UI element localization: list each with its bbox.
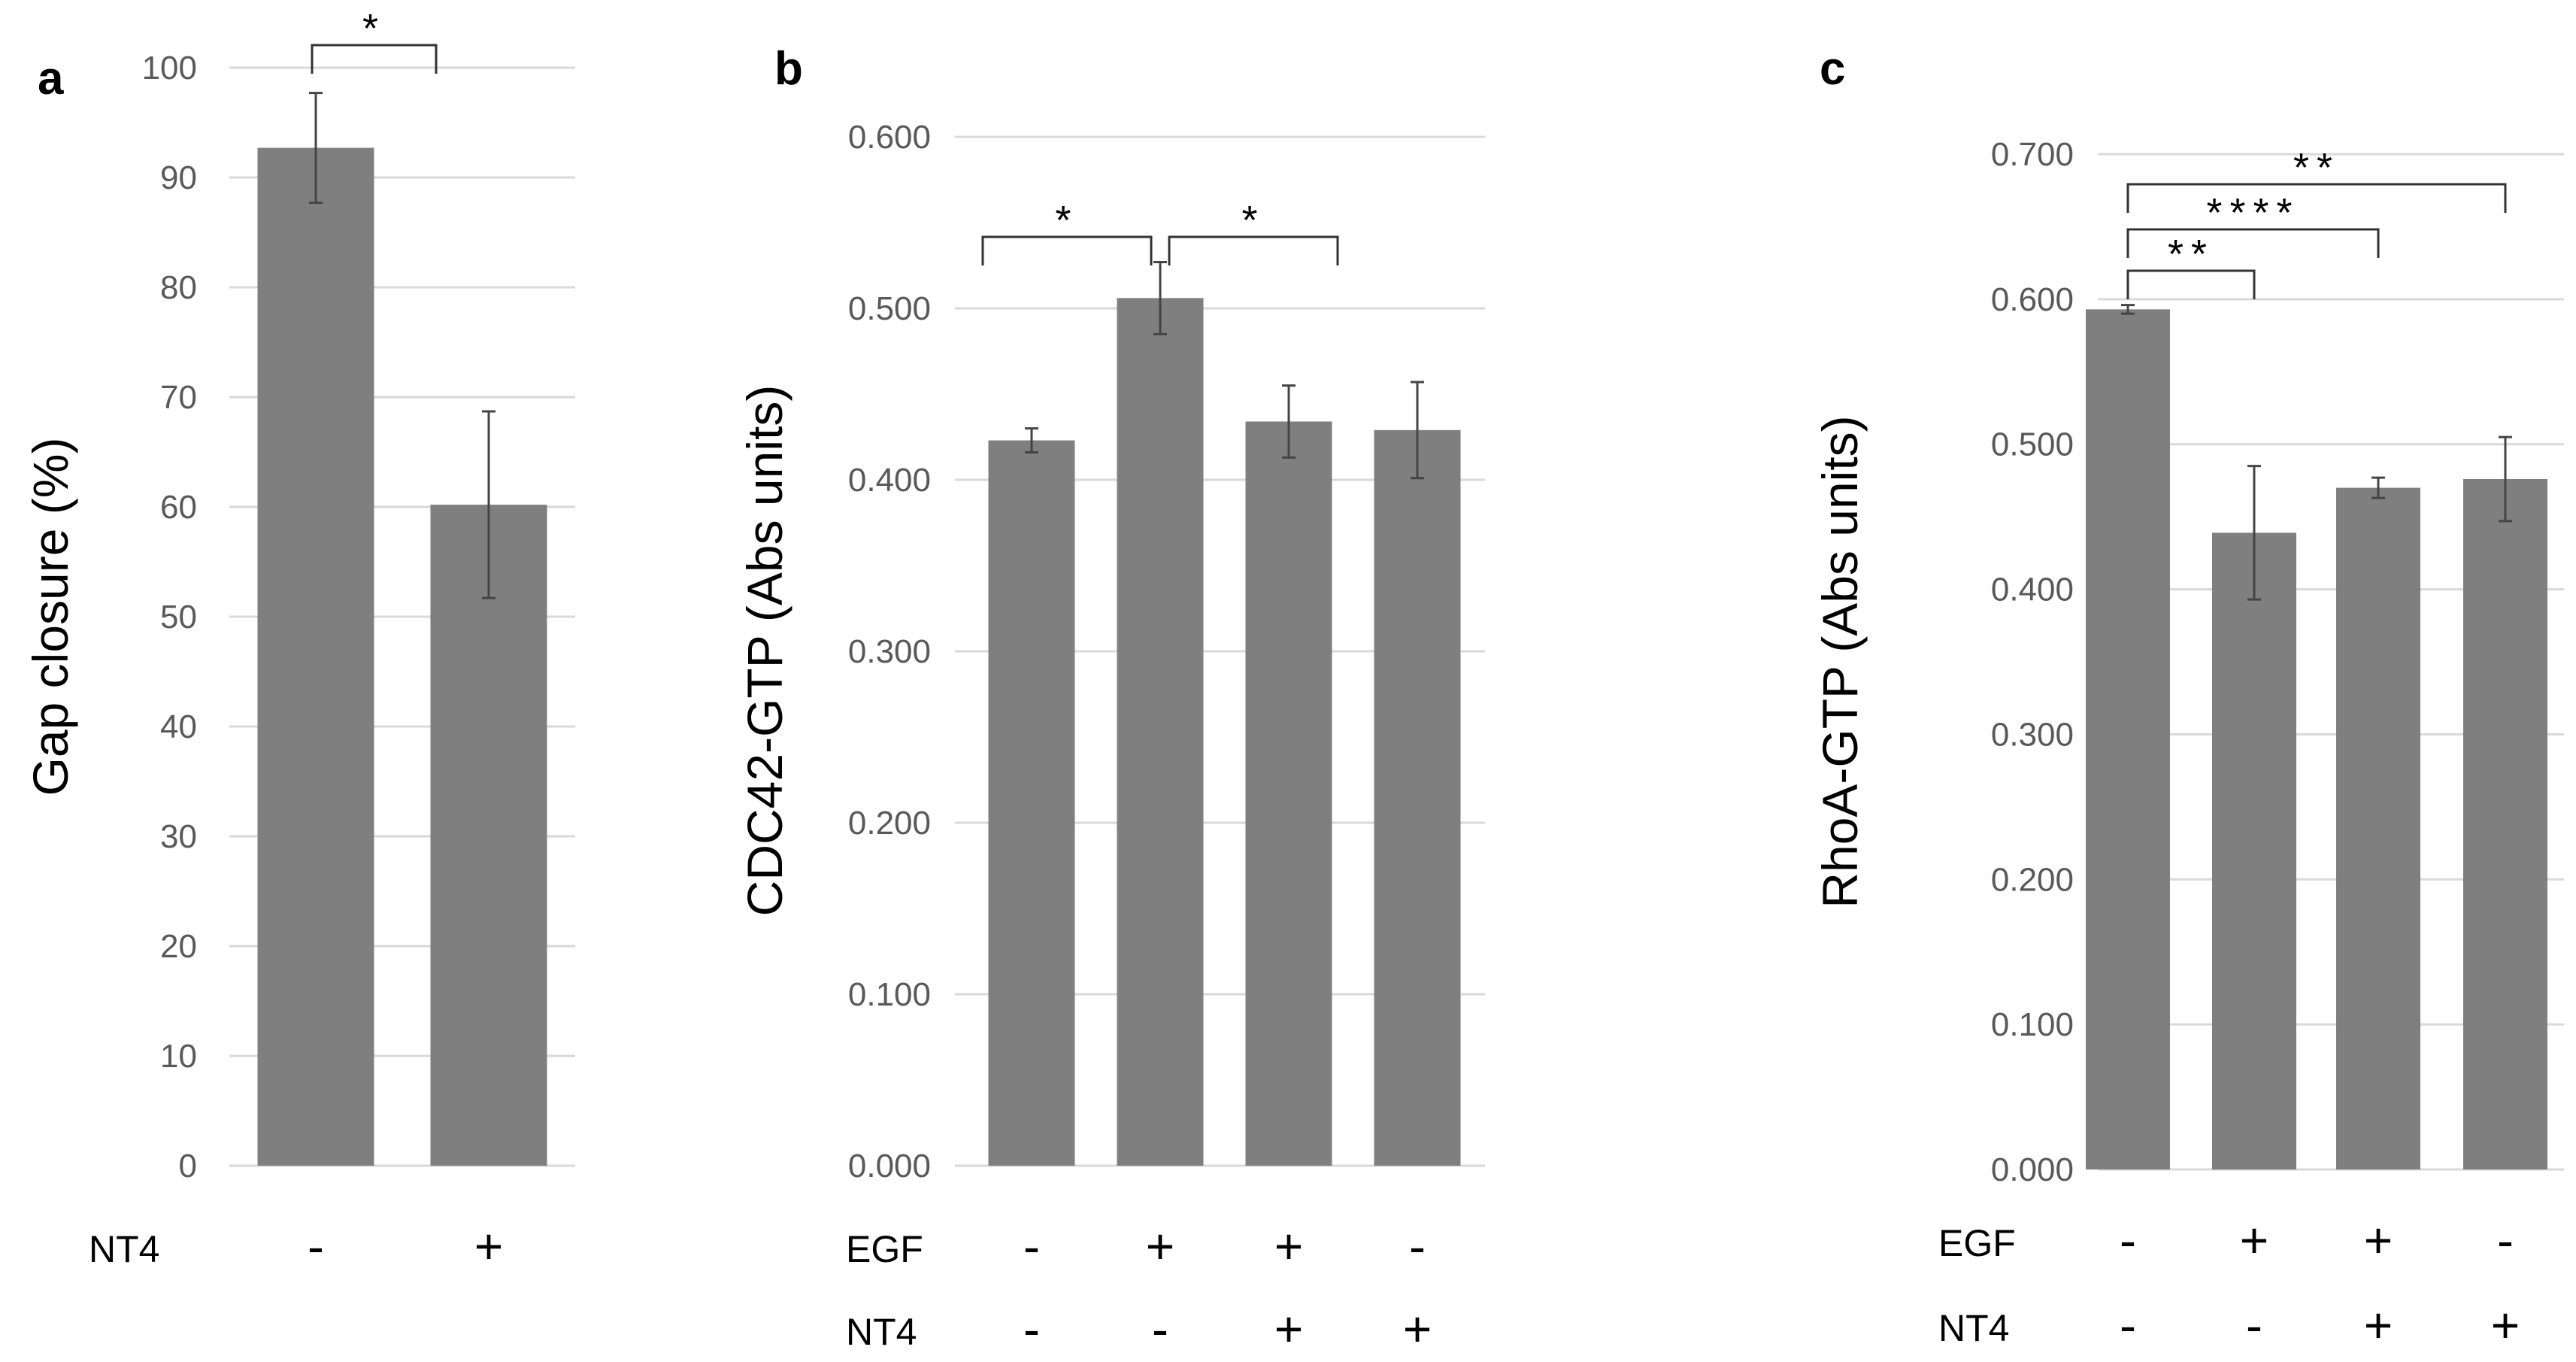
y-tick-label: 0.000 — [848, 1148, 931, 1185]
chart-panel-b: 0.000 0.100 0.200 0.300 0.400 0.500 0.600 CDC42… — [737, 43, 1485, 1357]
significance-bracket — [1168, 235, 1339, 265]
panel-label: c — [1820, 43, 1845, 95]
panel-label: a — [38, 53, 64, 105]
plus-sign: + — [2491, 1297, 2520, 1353]
y-tick-label: 30 — [160, 818, 197, 855]
significance-label: * — [362, 6, 386, 51]
y-tick-label: 0.000 — [1991, 1151, 2074, 1188]
bar — [1374, 429, 1461, 1166]
y-axis-label: Gap closure (%) — [23, 438, 78, 796]
significance-label: **** — [2206, 190, 2299, 235]
significance-bracket — [2126, 228, 2380, 258]
condition-row-label: NT4 — [1938, 1307, 2009, 1349]
panel-label: b — [774, 43, 803, 95]
bar — [1117, 298, 1204, 1166]
y-tick-label: 90 — [160, 159, 197, 196]
condition-row-label: NT4 — [846, 1311, 917, 1353]
y-tick-label: 0.500 — [848, 290, 931, 327]
condition-row-label: EGF — [846, 1228, 923, 1270]
y-tick-label: 70 — [160, 379, 197, 416]
bar — [988, 440, 1075, 1166]
y-tick-label: 0.500 — [1991, 426, 2074, 463]
significance-bracket — [311, 44, 438, 74]
minus-sign: - — [2120, 1297, 2136, 1353]
minus-sign: - — [2497, 1212, 2514, 1268]
significance-bracket — [981, 235, 1153, 265]
bar — [2463, 479, 2547, 1169]
bar — [2086, 309, 2170, 1169]
minus-sign: - — [1152, 1301, 1168, 1357]
y-axis-label: RhoA-GTP (Abs units) — [1812, 415, 1868, 908]
y-tick-label: 0.200 — [1991, 861, 2074, 898]
plus-sign: + — [1274, 1218, 1304, 1274]
y-tick-label: 100 — [142, 50, 197, 86]
significance-label: * — [1241, 198, 1265, 243]
minus-sign: - — [2120, 1212, 2136, 1268]
bar — [257, 147, 374, 1166]
y-tick-label: 0.600 — [848, 119, 931, 156]
y-tick-label: 0.600 — [1991, 281, 2074, 318]
y-tick-label: 20 — [160, 928, 197, 965]
minus-sign: - — [1023, 1301, 1040, 1357]
plus-sign: + — [2240, 1212, 2269, 1268]
significance-bracket — [2126, 183, 2507, 213]
y-tick-label: 80 — [160, 269, 197, 306]
plus-sign: + — [1274, 1301, 1304, 1357]
plus-sign: + — [1146, 1218, 1175, 1274]
plus-sign: + — [2364, 1212, 2393, 1268]
bar — [2336, 487, 2420, 1169]
bar — [430, 505, 547, 1166]
significance-label: ** — [2168, 232, 2214, 277]
plus-sign: + — [1403, 1301, 1432, 1357]
chart-panel-a: 0 10 20 30 40 50 60 70 80 90 100 Gap closure (%) a NT… — [23, 6, 575, 1274]
minus-sign: - — [1023, 1218, 1040, 1274]
significance-label: * — [1055, 198, 1078, 243]
significance-label: ** — [2293, 145, 2340, 190]
chart-panel-c: 0.000 0.100 0.200 0.300 0.400 0.500 0.600 0.700… — [1812, 43, 2564, 1353]
y-tick-label: 0.100 — [1991, 1006, 2074, 1043]
y-tick-label: 0.300 — [848, 633, 931, 670]
y-tick-label: 0.400 — [1991, 572, 2074, 608]
y-tick-label: 0.100 — [848, 976, 931, 1013]
bar — [1245, 421, 1332, 1166]
condition-row-label: EGF — [1938, 1222, 2016, 1264]
y-tick-label: 0.300 — [1991, 716, 2074, 753]
minus-sign: - — [1409, 1218, 1426, 1274]
y-tick-label: 0.400 — [848, 462, 931, 499]
plus-sign: + — [474, 1218, 504, 1274]
y-tick-label: 0.700 — [1991, 136, 2074, 173]
y-tick-label: 10 — [160, 1038, 197, 1075]
y-tick-label: 40 — [160, 708, 197, 745]
plus-sign: + — [2364, 1297, 2393, 1353]
minus-sign: - — [308, 1218, 324, 1274]
y-tick-label: 0.200 — [848, 805, 931, 842]
significance-bracket — [2126, 269, 2256, 299]
y-tick-label: 0 — [179, 1148, 197, 1185]
y-axis-label: CDC42-GTP (Abs units) — [737, 385, 792, 917]
bar — [2212, 532, 2296, 1169]
y-tick-label: 60 — [160, 489, 197, 526]
condition-row-label: NT4 — [89, 1228, 159, 1270]
y-tick-label: 50 — [160, 599, 197, 635]
minus-sign: - — [2246, 1297, 2262, 1353]
